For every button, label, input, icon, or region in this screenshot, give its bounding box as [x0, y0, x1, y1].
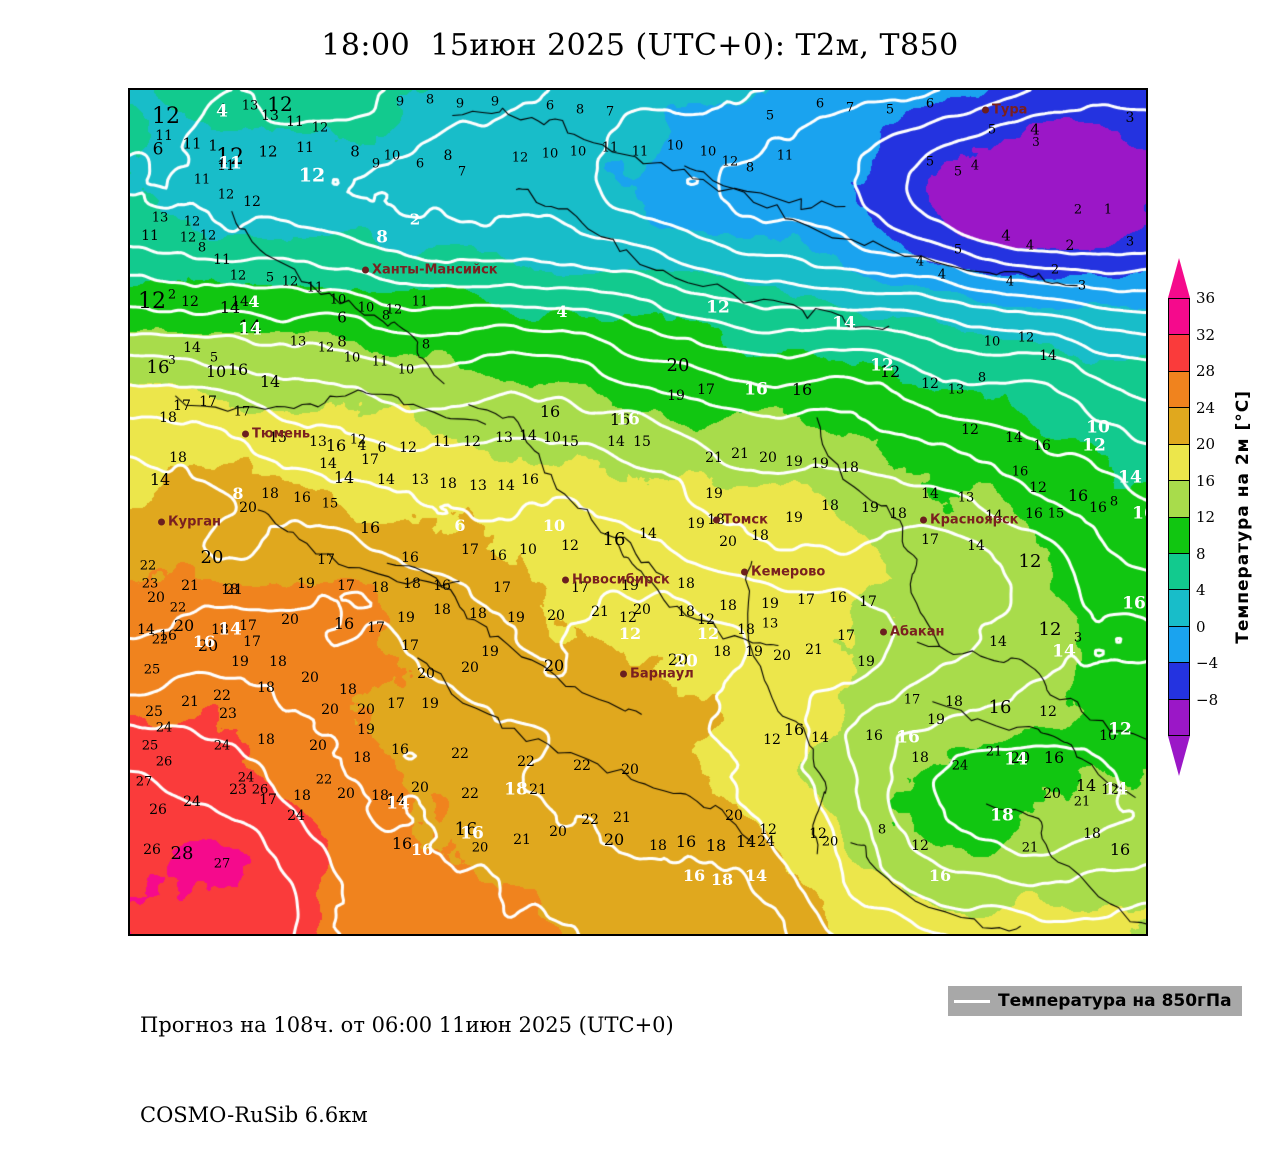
- colorbar-title: Температура на 2м [°C]: [1228, 258, 1258, 776]
- footer-text: Прогноз на 108ч. от 06:00 11июн 2025 (UT…: [140, 950, 674, 1160]
- colorbar-band--8: [1169, 699, 1189, 736]
- model-line: COSMO-RuSib 6.6км: [140, 1103, 368, 1127]
- weather-map[interactable]: 12 4 13 12 11 11 6 13 11 12 9 8 9 9 6 8 7 5 6 7 5 6 4 3 3 5 12 12 11…: [128, 88, 1148, 936]
- colorbar-band-16: [1169, 481, 1189, 518]
- colorbar-band-12: [1169, 517, 1189, 554]
- temperature-field-canvas: [130, 90, 1146, 934]
- colorbar-tick-24: 24: [1196, 398, 1216, 417]
- colorbar-tick-36: 36: [1196, 289, 1216, 307]
- legend-line-icon: [954, 999, 990, 1003]
- colorbar-band-8: [1169, 553, 1189, 591]
- colorbar-bottom-arrow: [1168, 736, 1190, 776]
- colorbar-tick-20: 20: [1196, 435, 1216, 453]
- colorbar-tick--8: −8: [1196, 690, 1219, 709]
- colorbar-band-20: [1169, 444, 1189, 482]
- colorbar-tick--4: −4: [1196, 654, 1219, 672]
- colorbar-title-text: Температура на 2м [°C]: [1233, 390, 1253, 644]
- colorbar-band-0: [1169, 626, 1189, 664]
- colorbar-band-32: [1169, 335, 1189, 372]
- forecast-line: Прогноз на 108ч. от 06:00 11июн 2025 (UT…: [140, 1013, 674, 1037]
- colorbar-band--4: [1169, 663, 1189, 700]
- colorbar-band-24: [1169, 408, 1189, 445]
- colorbar-tick-8: 8: [1196, 544, 1206, 563]
- colorbar-top-arrow: [1168, 258, 1190, 298]
- legend-850hpa: Температура на 850гПа: [948, 986, 1242, 1016]
- legend-850hpa-label: Температура на 850гПа: [998, 991, 1232, 1011]
- colorbar-tick-16: 16: [1196, 471, 1216, 490]
- colorbar-band-4: [1169, 590, 1189, 627]
- colorbar-bands: [1168, 298, 1190, 736]
- colorbar-tick-28: 28: [1196, 362, 1216, 380]
- colorbar-tick-12: 12: [1196, 508, 1216, 526]
- colorbar-tick-32: 32: [1196, 325, 1216, 344]
- colorbar-band-28: [1169, 371, 1189, 409]
- colorbar-tick-0: 0: [1196, 617, 1206, 636]
- colorbar-band-36: [1169, 299, 1189, 336]
- page-title: 18:00 15июн 2025 (UTC+0): Т2м, Т850: [321, 28, 959, 63]
- colorbar-tick-4: 4: [1196, 581, 1206, 599]
- colorbar: 36 32 28 24 20 16 12 8 4 0 −4 −8: [1162, 258, 1218, 776]
